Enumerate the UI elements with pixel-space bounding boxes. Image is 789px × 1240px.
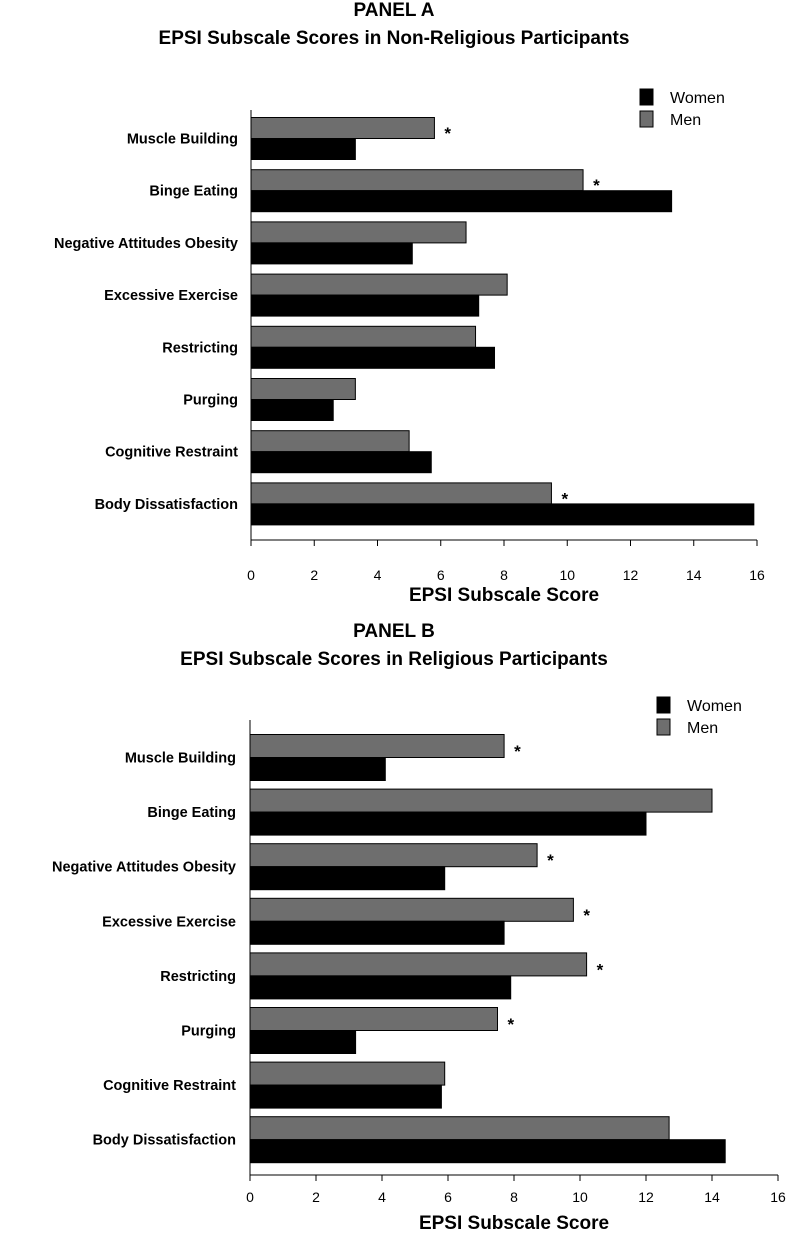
x-axis-label: EPSI Subscale Score bbox=[419, 1213, 609, 1234]
x-tick-label: 12 bbox=[623, 567, 639, 583]
x-tick-label: 0 bbox=[247, 567, 255, 583]
bar-women bbox=[250, 399, 334, 421]
x-tick-label: 6 bbox=[444, 1189, 452, 1205]
category-label: Excessive Exercise bbox=[104, 288, 238, 304]
bar-men bbox=[249, 952, 588, 977]
category-label: Binge Eating bbox=[147, 805, 236, 821]
category-label: Cognitive Restraint bbox=[103, 1078, 236, 1094]
significance-marker: * bbox=[597, 960, 604, 979]
bar-women bbox=[249, 1084, 442, 1109]
bar-men bbox=[249, 1116, 670, 1141]
bar-men bbox=[250, 482, 552, 505]
category-label: Negative Attitudes Obesity bbox=[52, 860, 236, 876]
significance-marker: * bbox=[583, 906, 590, 925]
bar-women bbox=[250, 451, 432, 474]
category-label: Body Dissatisfaction bbox=[95, 497, 238, 513]
panel-a: PANEL A EPSI Subscale Scores in Non-Relig… bbox=[54, 0, 765, 606]
bar-women bbox=[250, 242, 413, 265]
category-label: Restricting bbox=[160, 969, 236, 985]
bar-men bbox=[249, 734, 505, 758]
x-tick-label: 4 bbox=[378, 1189, 386, 1205]
bar-women bbox=[250, 294, 480, 317]
bar-men bbox=[250, 117, 435, 139]
panel-title: PANEL A bbox=[354, 0, 435, 21]
x-tick-label: 2 bbox=[312, 1189, 320, 1205]
bar-men bbox=[249, 897, 574, 922]
legend-label-men: Men bbox=[670, 112, 701, 129]
bar-men bbox=[250, 169, 584, 192]
legend-label-women: Women bbox=[687, 698, 742, 715]
bar-women bbox=[249, 975, 512, 1000]
bar-women bbox=[249, 757, 386, 781]
bar-men bbox=[249, 1007, 498, 1031]
bar-women bbox=[249, 920, 505, 945]
x-tick-label: 8 bbox=[500, 567, 508, 583]
bar-men bbox=[250, 273, 508, 296]
x-tick-label: 10 bbox=[559, 567, 575, 583]
x-tick-label: 4 bbox=[374, 567, 382, 583]
x-tick-label: 16 bbox=[770, 1189, 786, 1205]
significance-marker: * bbox=[547, 851, 554, 870]
bar-women bbox=[249, 811, 647, 836]
bar-men bbox=[249, 843, 538, 868]
legend-label-women: Women bbox=[670, 90, 725, 107]
bar-men bbox=[249, 788, 713, 813]
x-tick-label: 16 bbox=[749, 567, 765, 583]
bar-women bbox=[250, 190, 673, 213]
bar-women bbox=[250, 138, 356, 160]
category-label: Muscle Building bbox=[125, 751, 236, 767]
legend-swatch-women bbox=[656, 696, 671, 714]
bar-men bbox=[250, 378, 356, 400]
bar-women bbox=[249, 1139, 726, 1164]
x-tick-label: 14 bbox=[686, 567, 702, 583]
bar-women bbox=[250, 503, 755, 526]
bar-men bbox=[250, 430, 410, 453]
significance-marker: * bbox=[593, 176, 600, 195]
x-tick-label: 14 bbox=[704, 1189, 720, 1205]
significance-marker: * bbox=[508, 1015, 515, 1034]
x-tick-label: 10 bbox=[572, 1189, 588, 1205]
x-axis-label: EPSI Subscale Score bbox=[409, 585, 599, 606]
bar-men bbox=[250, 221, 467, 244]
x-tick-label: 12 bbox=[638, 1189, 654, 1205]
x-tick-label: 0 bbox=[246, 1189, 254, 1205]
significance-marker: * bbox=[514, 742, 521, 761]
x-tick-label: 8 bbox=[510, 1189, 518, 1205]
bar-women bbox=[250, 346, 496, 369]
category-label: Muscle Building bbox=[127, 132, 238, 148]
bar-men bbox=[250, 325, 477, 348]
category-label: Excessive Exercise bbox=[102, 914, 236, 930]
category-label: Negative Attitudes Obesity bbox=[54, 236, 238, 252]
bar-men bbox=[249, 1061, 446, 1086]
legend-swatch-men bbox=[656, 718, 671, 736]
category-label: Purging bbox=[183, 393, 238, 409]
significance-marker: * bbox=[444, 124, 451, 143]
category-label: Binge Eating bbox=[149, 184, 238, 200]
significance-marker: * bbox=[561, 489, 568, 508]
category-label: Body Dissatisfaction bbox=[93, 1133, 236, 1149]
panel-title: PANEL B bbox=[353, 621, 435, 642]
panel-b: PANEL B EPSI Subscale Scores in Religious… bbox=[52, 621, 786, 1234]
panel-subtitle: EPSI Subscale Scores in Religious Partic… bbox=[180, 649, 608, 670]
x-tick-label: 6 bbox=[437, 567, 445, 583]
category-label: Purging bbox=[181, 1024, 236, 1040]
bar-women bbox=[249, 1030, 357, 1054]
legend-swatch-women bbox=[639, 88, 654, 106]
legend-swatch-men bbox=[639, 110, 654, 128]
category-label: Cognitive Restraint bbox=[105, 445, 238, 461]
panel-subtitle: EPSI Subscale Scores in Non-Religious Pa… bbox=[159, 28, 630, 49]
bar-women bbox=[249, 866, 446, 891]
x-tick-label: 2 bbox=[310, 567, 318, 583]
legend-label-men: Men bbox=[687, 720, 718, 737]
category-label: Restricting bbox=[162, 340, 238, 356]
